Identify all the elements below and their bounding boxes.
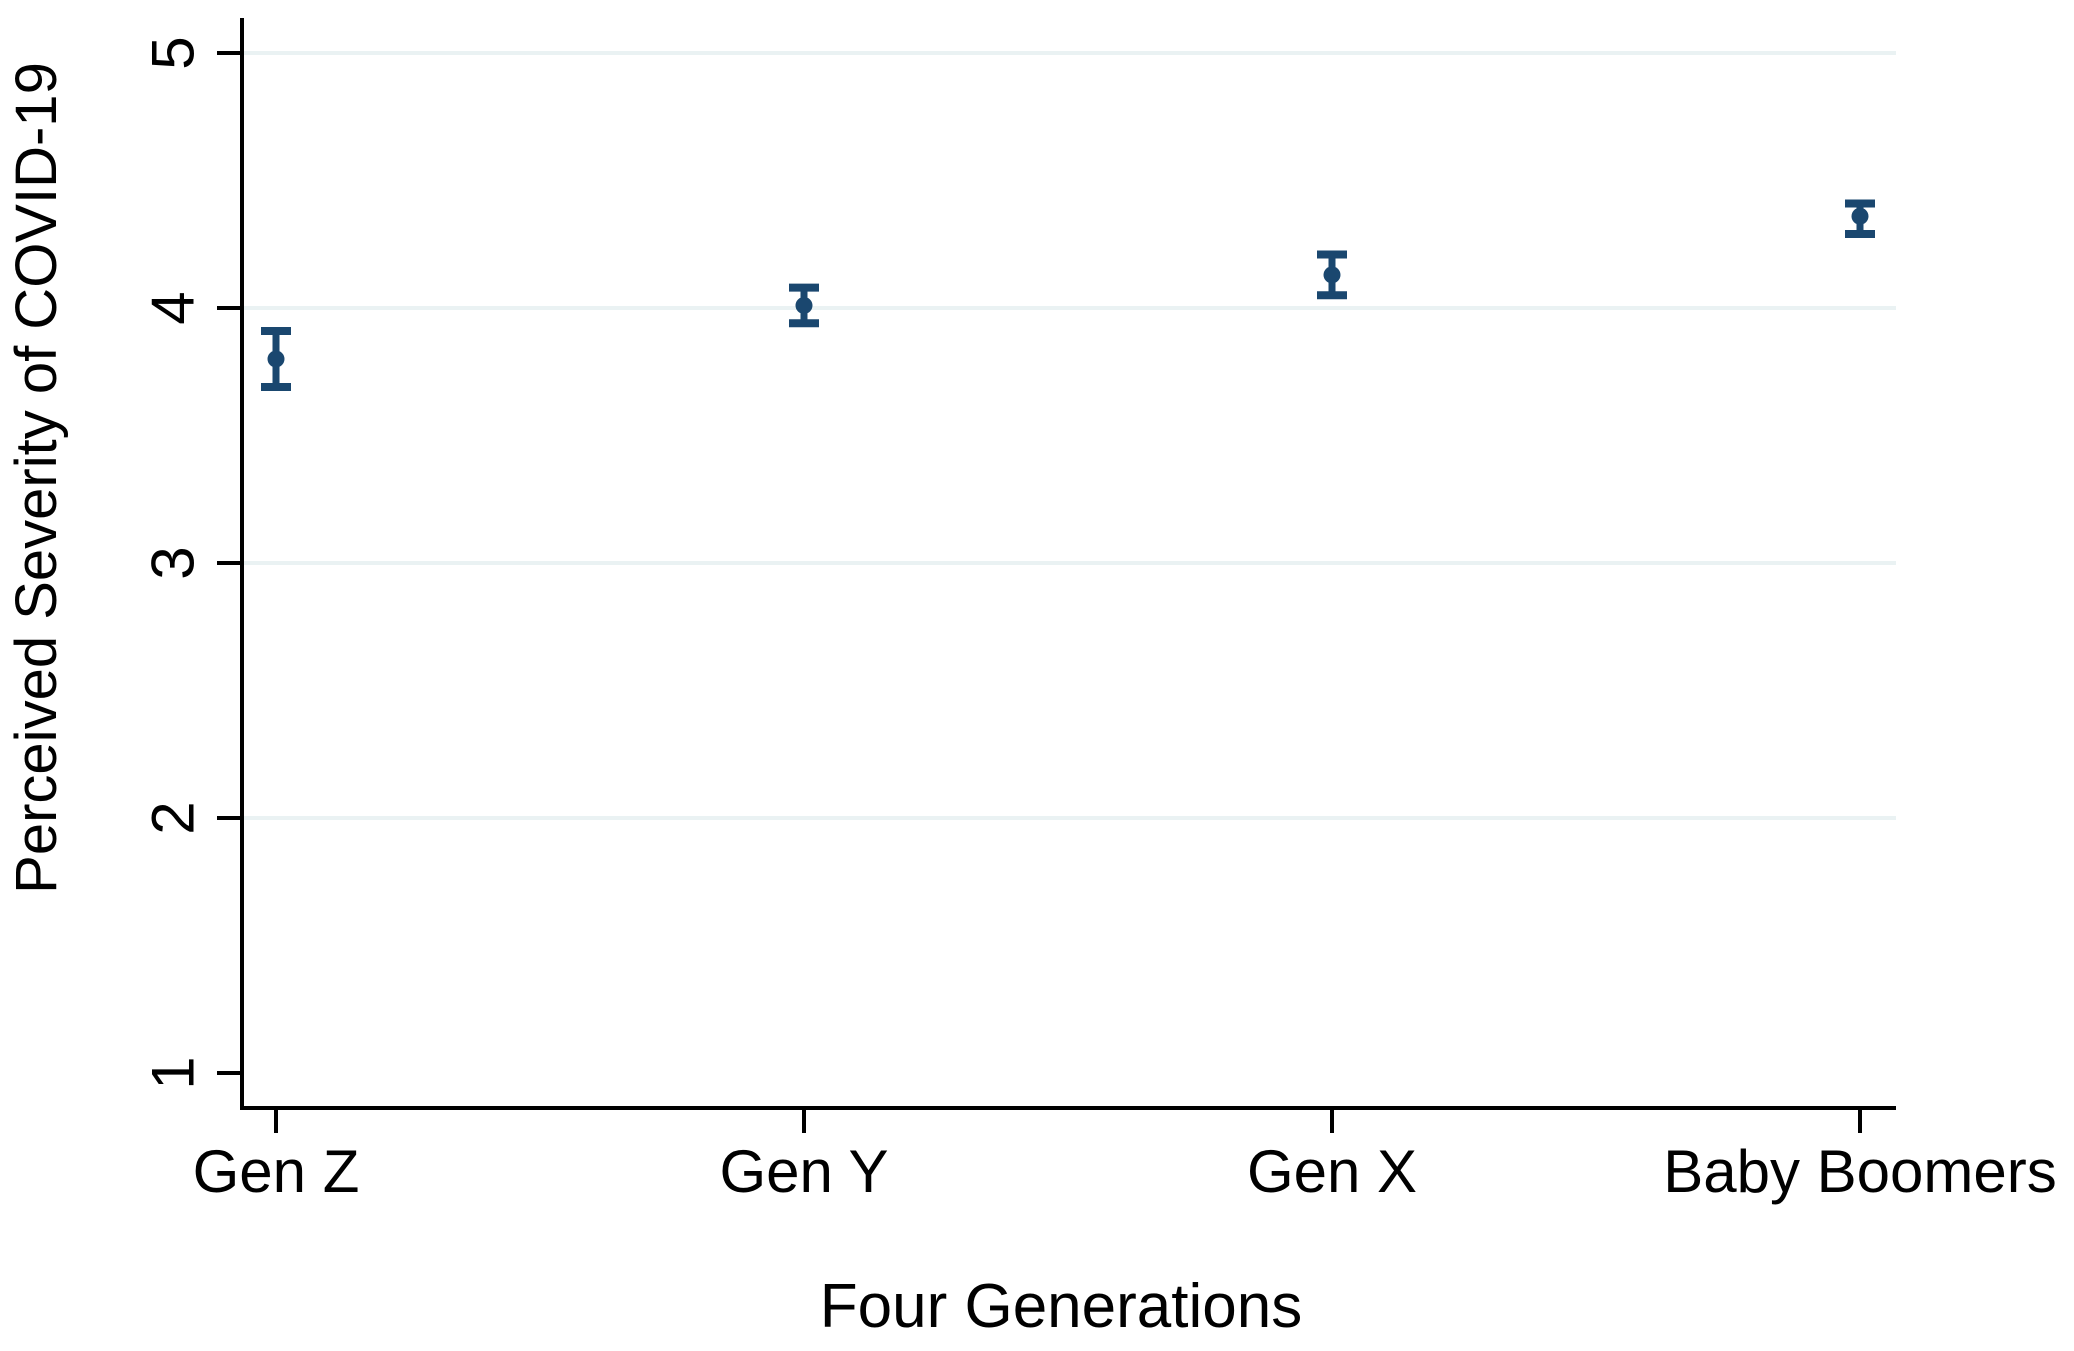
- data-points: [261, 199, 1875, 392]
- y-tick-label: 4: [140, 291, 207, 324]
- y-tick-label: 1: [140, 1056, 207, 1089]
- errorbar-baby-boomers: [1845, 199, 1875, 239]
- y-axis-title: Perceived Severity of COVID-19: [4, 62, 69, 894]
- axis-ticks: [217, 51, 1862, 1133]
- x-category-label-gen-x: Gen X: [1247, 1138, 1417, 1205]
- gridlines: [242, 51, 1896, 820]
- y-tick-label: 2: [140, 801, 207, 834]
- x-category-label-gen-z: Gen Z: [193, 1138, 360, 1205]
- tick-labels: 1 2 3 4 5 Gen Z Gen Y Gen X Baby Boomers: [140, 36, 2057, 1205]
- x-axis-title: Four Generations: [820, 1272, 1302, 1341]
- x-category-label-gen-y: Gen Y: [719, 1138, 888, 1205]
- y-tick-label: 3: [140, 546, 207, 579]
- x-category-label-baby-boomers: Baby Boomers: [1663, 1138, 2057, 1205]
- point-marker-baby-boomers: [1851, 207, 1869, 225]
- y-tick-label: 5: [140, 36, 207, 69]
- point-marker-gen-y: [795, 296, 813, 314]
- errorbar-gen-x: [1317, 250, 1347, 300]
- errorbar-gen-y: [789, 283, 819, 328]
- point-marker-gen-z: [267, 350, 285, 368]
- point-marker-gen-x: [1323, 266, 1341, 284]
- errorbar-gen-z: [261, 326, 291, 392]
